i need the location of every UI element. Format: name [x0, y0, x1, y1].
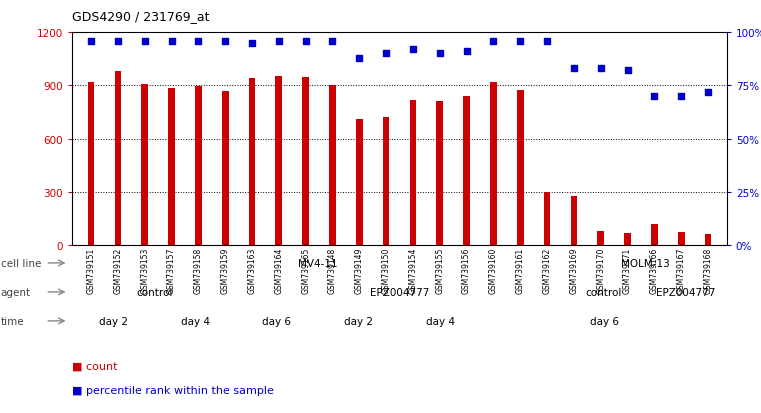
Point	[193, 38, 205, 45]
Point	[407, 47, 419, 53]
Bar	[678, 233, 684, 246]
Text: day 4: day 4	[426, 316, 455, 326]
Point	[434, 51, 446, 57]
Bar	[705, 234, 712, 246]
Point	[165, 38, 177, 45]
Point	[272, 38, 285, 45]
Bar	[463, 97, 470, 246]
Text: day 2: day 2	[99, 316, 128, 326]
Bar	[142, 84, 148, 246]
Text: day 6: day 6	[263, 316, 291, 326]
Bar	[275, 76, 282, 246]
Bar	[221, 92, 228, 246]
Text: EPZ004777: EPZ004777	[656, 287, 715, 297]
Point	[139, 38, 151, 45]
Text: ■ percentile rank within the sample: ■ percentile rank within the sample	[72, 385, 274, 395]
Bar	[168, 89, 175, 246]
Point	[353, 55, 365, 62]
Bar	[624, 233, 631, 246]
Bar	[490, 83, 497, 246]
Text: cell line: cell line	[1, 258, 41, 268]
Bar	[195, 87, 202, 246]
Text: agent: agent	[1, 287, 31, 297]
Text: control: control	[586, 287, 622, 297]
Bar	[115, 72, 121, 246]
Bar	[517, 90, 524, 246]
Text: ■ count: ■ count	[72, 361, 118, 370]
Text: MOLM-13: MOLM-13	[620, 258, 670, 268]
Bar	[356, 120, 363, 246]
Point	[487, 38, 499, 45]
Point	[514, 38, 527, 45]
Point	[702, 89, 714, 96]
Text: day 2: day 2	[344, 316, 373, 326]
Text: MV4-11: MV4-11	[298, 258, 338, 268]
Point	[460, 49, 473, 55]
Bar	[651, 225, 658, 246]
Bar	[249, 79, 256, 246]
Text: time: time	[1, 316, 24, 326]
Point	[85, 38, 97, 45]
Point	[675, 94, 687, 100]
Text: EPZ004777: EPZ004777	[370, 287, 429, 297]
Point	[326, 38, 339, 45]
Point	[112, 38, 124, 45]
Point	[648, 94, 661, 100]
Point	[246, 40, 258, 47]
Bar	[383, 118, 390, 246]
Point	[300, 38, 312, 45]
Text: day 4: day 4	[180, 316, 209, 326]
Point	[219, 38, 231, 45]
Point	[622, 68, 634, 75]
Bar	[302, 78, 309, 246]
Point	[541, 38, 553, 45]
Bar	[329, 86, 336, 246]
Point	[380, 51, 392, 57]
Text: control: control	[136, 287, 172, 297]
Point	[594, 66, 607, 73]
Bar	[409, 100, 416, 246]
Bar	[571, 196, 578, 246]
Bar	[436, 102, 443, 246]
Bar	[597, 232, 604, 246]
Point	[568, 66, 580, 73]
Bar	[543, 192, 550, 246]
Text: day 6: day 6	[590, 316, 619, 326]
Text: GDS4290 / 231769_at: GDS4290 / 231769_at	[72, 10, 210, 23]
Bar	[88, 83, 94, 246]
